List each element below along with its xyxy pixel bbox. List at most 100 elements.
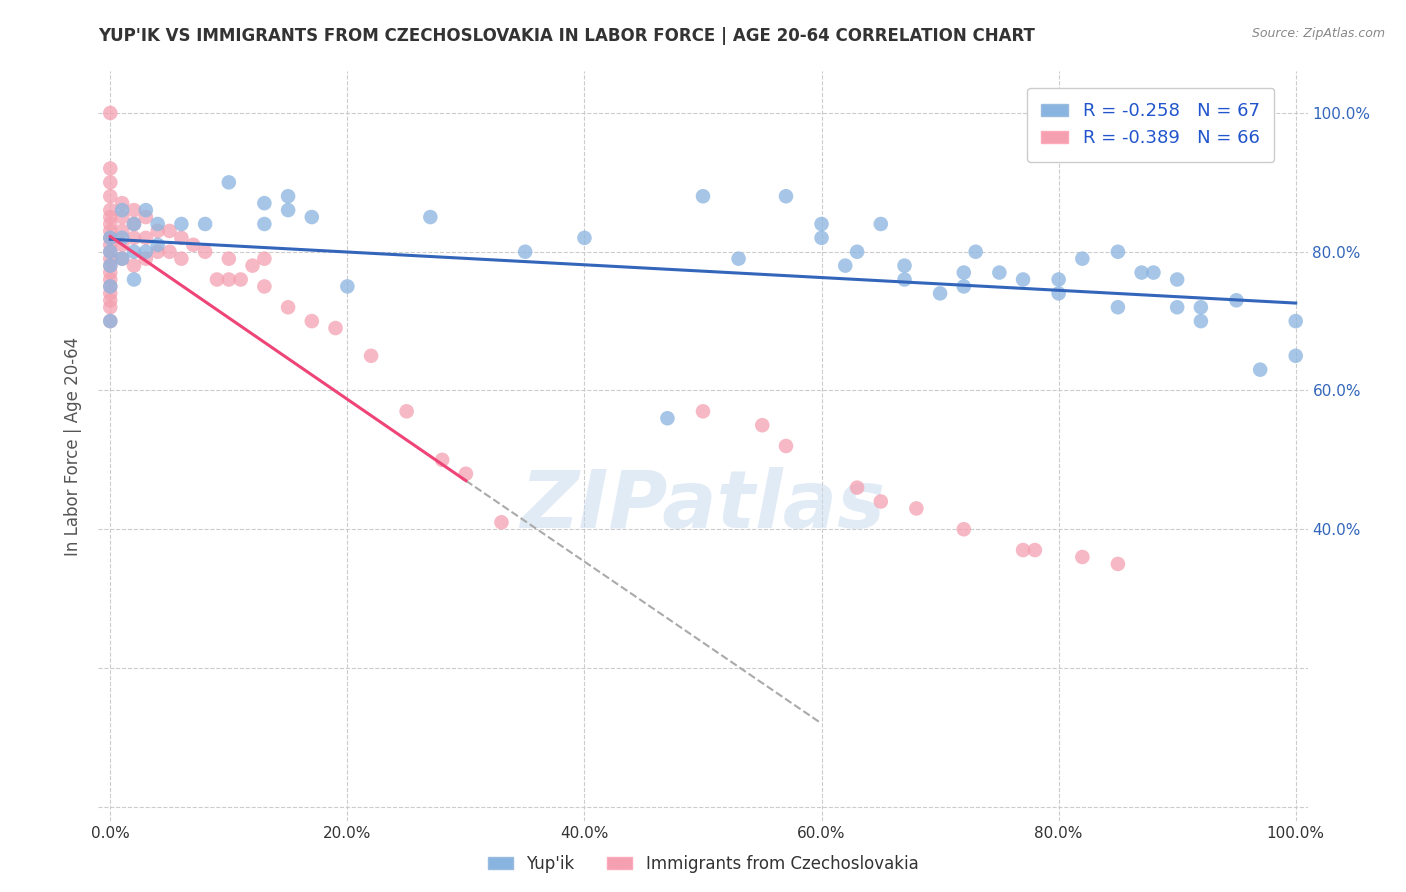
Point <box>1047 286 1070 301</box>
Point <box>98 106 121 120</box>
Point <box>98 203 121 218</box>
Point <box>98 300 121 314</box>
Y-axis label: In Labor Force | Age 20-64: In Labor Force | Age 20-64 <box>65 336 83 556</box>
Point <box>325 321 347 335</box>
Point <box>491 516 513 530</box>
Point <box>229 272 252 286</box>
Point <box>810 217 832 231</box>
Point <box>98 272 121 286</box>
Point <box>98 231 121 245</box>
Point <box>1107 300 1129 314</box>
Point <box>1071 549 1094 564</box>
Point <box>218 252 240 266</box>
Point <box>159 244 181 259</box>
Point <box>893 259 915 273</box>
Point <box>98 252 121 266</box>
Point <box>122 203 145 218</box>
Point <box>170 231 193 245</box>
Point <box>98 259 121 273</box>
Point <box>277 189 299 203</box>
Point <box>336 279 359 293</box>
Point <box>98 237 121 252</box>
Point <box>98 279 121 293</box>
Point <box>301 314 323 328</box>
Point <box>253 252 276 266</box>
Point <box>775 189 797 203</box>
Point <box>395 404 418 418</box>
Point <box>98 244 121 259</box>
Point <box>170 217 193 231</box>
Point <box>205 272 228 286</box>
Point <box>111 196 134 211</box>
Point <box>135 203 157 218</box>
Point <box>454 467 477 481</box>
Point <box>952 279 974 293</box>
Point <box>253 279 276 293</box>
Point <box>98 266 121 280</box>
Point <box>965 244 987 259</box>
Point <box>751 418 773 433</box>
Point <box>122 259 145 273</box>
Point <box>301 210 323 224</box>
Legend: R = -0.258   N = 67, R = -0.389   N = 66: R = -0.258 N = 67, R = -0.389 N = 66 <box>1026 88 1274 161</box>
Point <box>869 494 891 508</box>
Point <box>218 272 240 286</box>
Point <box>1047 272 1070 286</box>
Point <box>181 237 204 252</box>
Point <box>98 189 121 203</box>
Point <box>869 217 891 231</box>
Point <box>98 314 121 328</box>
Point <box>111 231 134 245</box>
Point <box>1166 300 1188 314</box>
Point <box>432 453 454 467</box>
Point <box>111 252 134 266</box>
Point <box>122 231 145 245</box>
Point <box>1012 543 1035 558</box>
Point <box>1189 314 1212 328</box>
Point <box>135 231 157 245</box>
Point <box>135 210 157 224</box>
Point <box>146 244 169 259</box>
Point <box>727 252 749 266</box>
Point <box>692 404 714 418</box>
Point <box>122 272 145 286</box>
Point <box>194 217 217 231</box>
Point <box>98 161 121 176</box>
Point <box>834 259 856 273</box>
Point <box>952 522 974 536</box>
Point <box>111 237 134 252</box>
Point <box>846 481 869 495</box>
Point <box>657 411 679 425</box>
Point <box>98 286 121 301</box>
Point <box>1189 300 1212 314</box>
Point <box>111 224 134 238</box>
Point <box>1024 543 1046 558</box>
Point <box>1130 266 1153 280</box>
Legend: Yup'ik, Immigrants from Czechoslovakia: Yup'ik, Immigrants from Czechoslovakia <box>481 848 925 880</box>
Point <box>218 175 240 189</box>
Text: Source: ZipAtlas.com: Source: ZipAtlas.com <box>1251 27 1385 40</box>
Point <box>419 210 441 224</box>
Point <box>360 349 382 363</box>
Point <box>122 244 145 259</box>
Point <box>1225 293 1247 308</box>
Point <box>135 252 157 266</box>
Point <box>515 244 537 259</box>
Point <box>574 231 596 245</box>
Point <box>135 244 157 259</box>
Point <box>988 266 1011 280</box>
Point <box>111 252 134 266</box>
Point <box>893 272 915 286</box>
Point <box>98 231 121 245</box>
Point <box>170 252 193 266</box>
Point <box>810 231 832 245</box>
Point <box>122 217 145 231</box>
Point <box>1012 272 1035 286</box>
Point <box>98 293 121 308</box>
Point <box>98 244 121 259</box>
Point <box>905 501 928 516</box>
Text: YUP'IK VS IMMIGRANTS FROM CZECHOSLOVAKIA IN LABOR FORCE | AGE 20-64 CORRELATION : YUP'IK VS IMMIGRANTS FROM CZECHOSLOVAKIA… <box>98 27 1035 45</box>
Point <box>1071 252 1094 266</box>
Point <box>122 217 145 231</box>
Point <box>111 203 134 218</box>
